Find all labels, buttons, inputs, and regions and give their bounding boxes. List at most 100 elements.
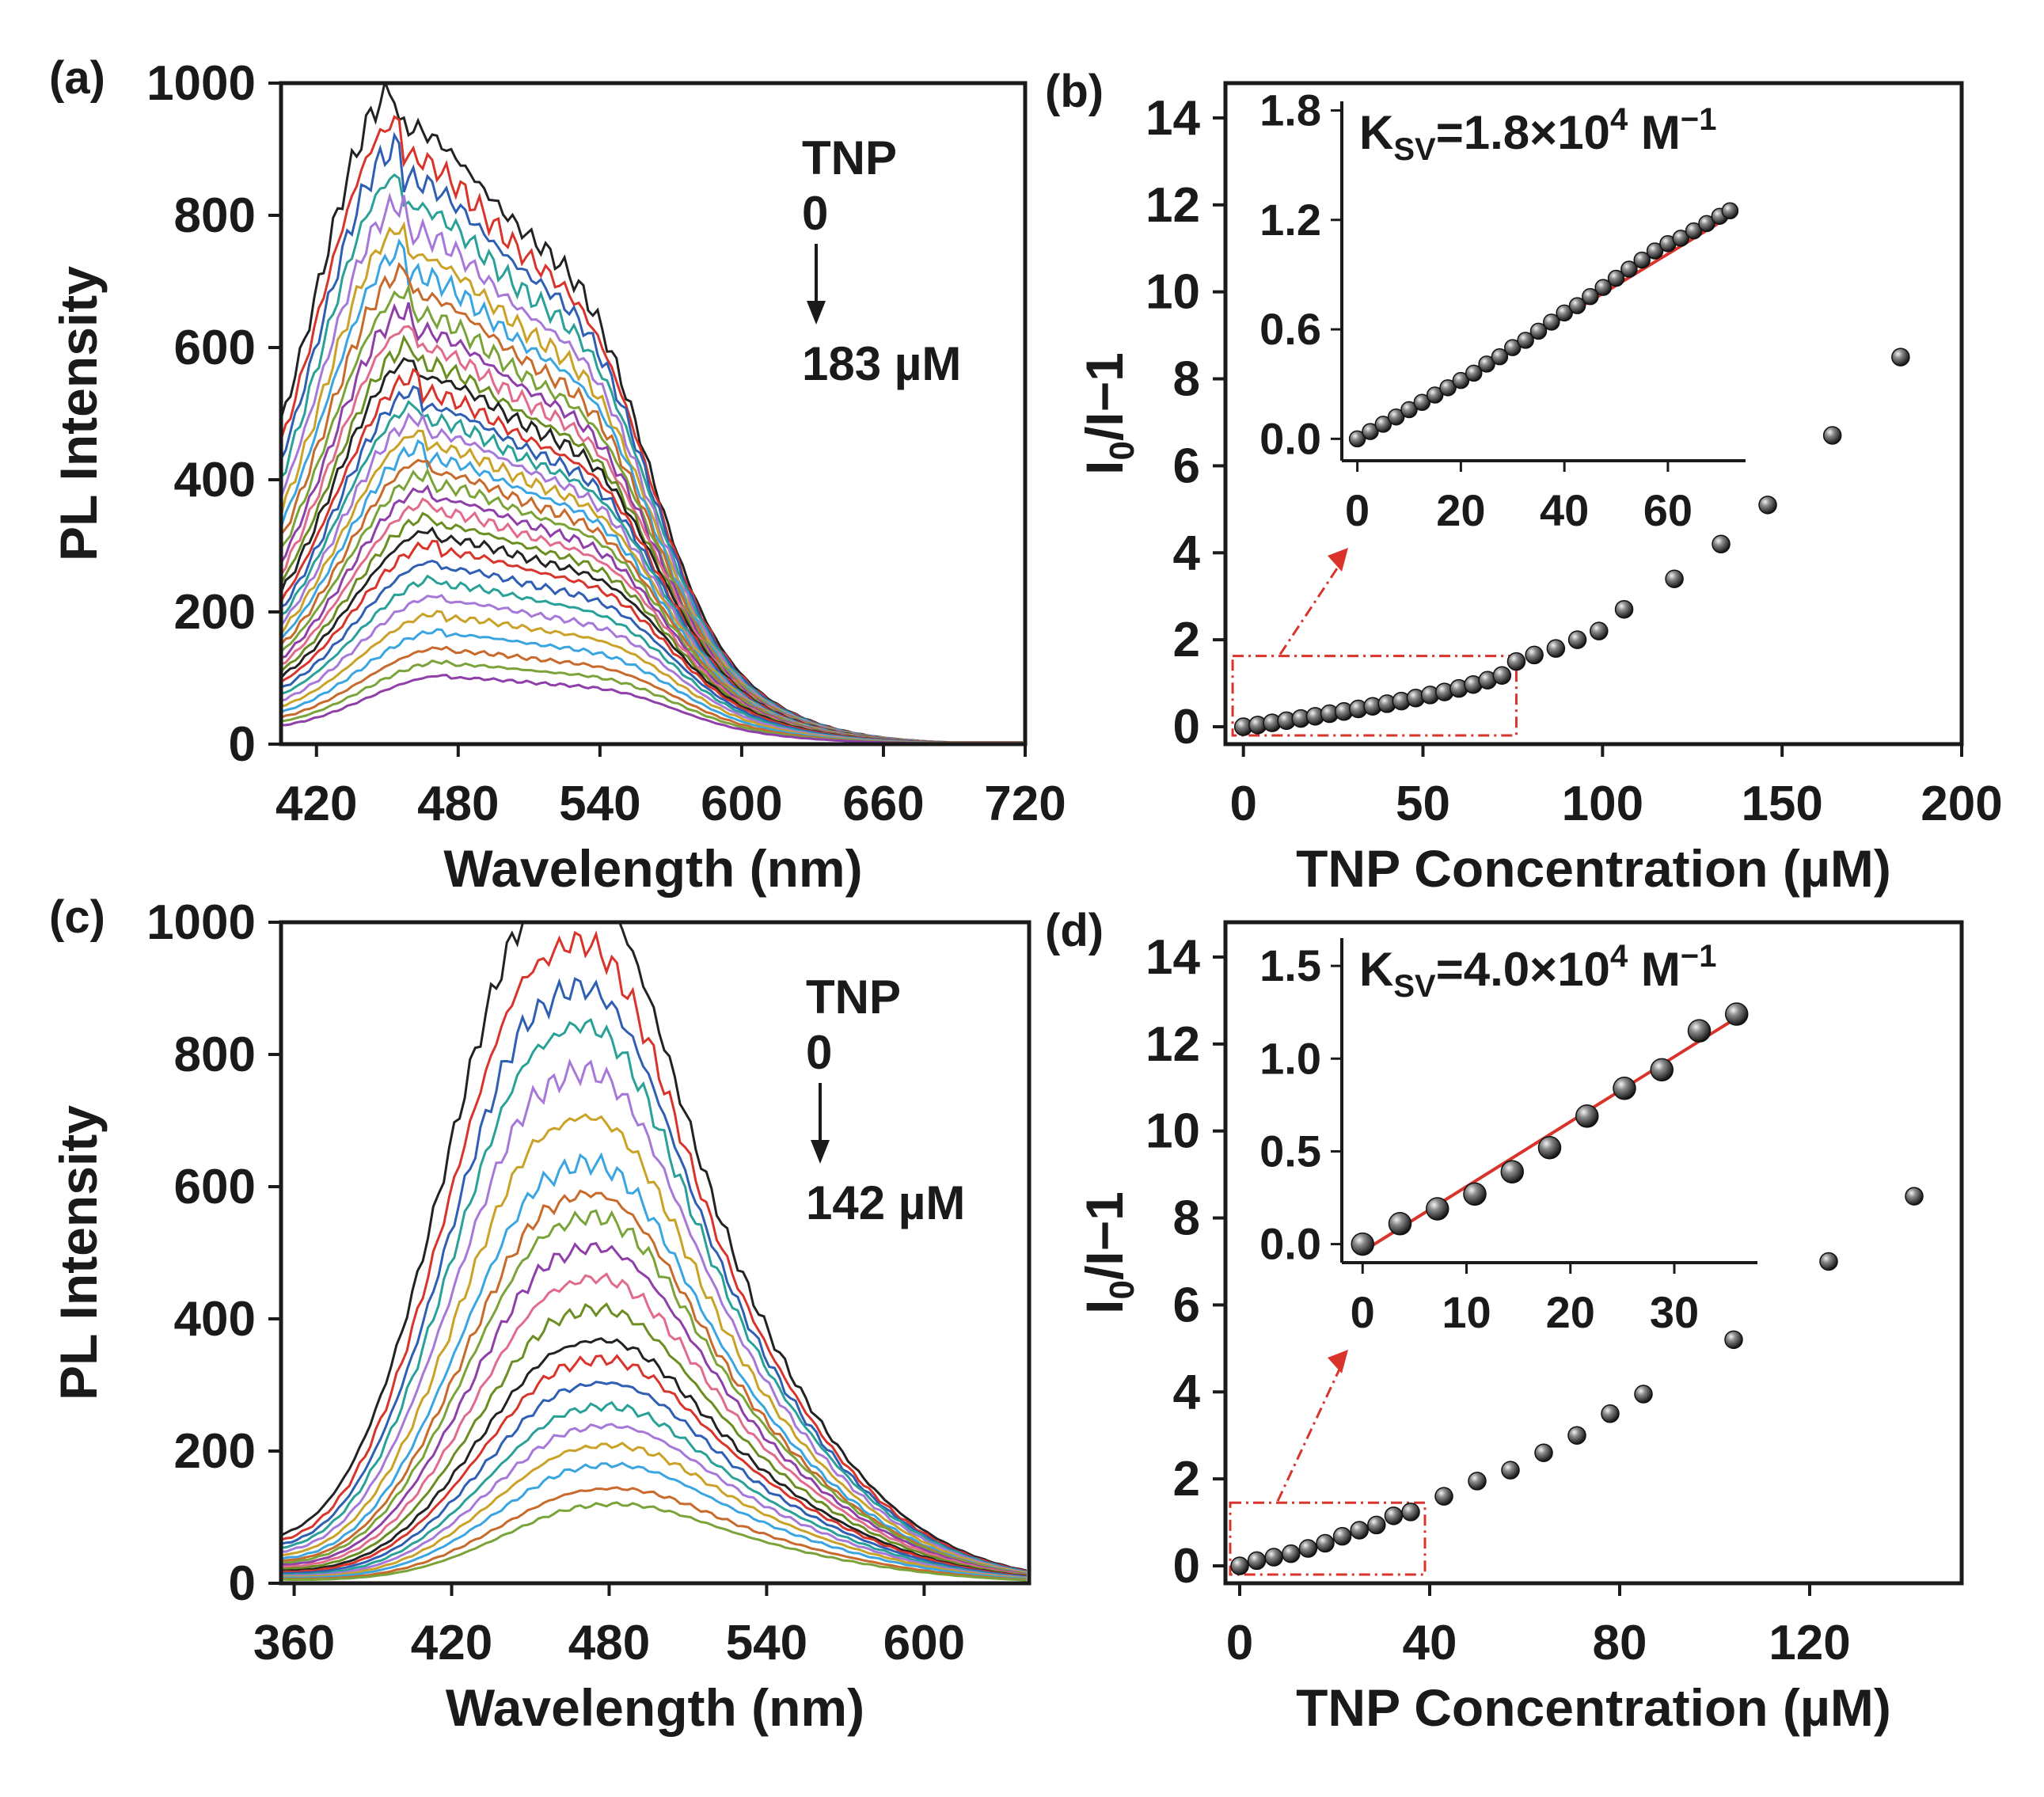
- inset-data-point: [1374, 416, 1392, 433]
- inset-data-point: [1568, 297, 1586, 314]
- series-line-18: [281, 1461, 1027, 1580]
- data-point: [1298, 1539, 1318, 1558]
- panel-b-ytick-label: 10: [1145, 265, 1200, 320]
- data-point: [1601, 1404, 1620, 1423]
- data-point: [1350, 1521, 1369, 1540]
- inset-fit-line: [1362, 1016, 1738, 1253]
- inset-ytick-label: 0.0: [1259, 413, 1321, 463]
- y-axis-title: I0/I−1: [1075, 352, 1142, 475]
- series-line-9: [281, 1241, 1027, 1576]
- y-axis-title: PL Intensity: [49, 266, 108, 561]
- data-point: [1665, 569, 1684, 588]
- panel-c-xtick-label: 420: [411, 1616, 492, 1670]
- panel-b-xtick-label: 200: [1921, 777, 2002, 831]
- data-point: [1534, 1443, 1553, 1462]
- series-line-12: [281, 1337, 1027, 1578]
- data-point: [1501, 1461, 1520, 1480]
- data-point: [1332, 1526, 1352, 1546]
- panel-a-frame: [279, 81, 1028, 747]
- panel-d-ytick-label: 14: [1145, 930, 1200, 985]
- annotation-title: TNP: [806, 971, 901, 1024]
- ksv-exp: 4: [1610, 939, 1628, 974]
- y-title-sub: 0: [1103, 441, 1142, 460]
- data-point: [1614, 599, 1634, 619]
- panel-b-ytick-label: 4: [1173, 526, 1201, 580]
- inset-data-point: [1478, 355, 1495, 373]
- panel-b-ytick-label: 6: [1173, 439, 1200, 493]
- series-line-19: [281, 1486, 1027, 1581]
- inset-data-point: [1517, 332, 1534, 349]
- series-line-2: [281, 131, 1023, 744]
- panel-d-xtick-label: 80: [1593, 1616, 1647, 1670]
- panel-a-xtick-label: 480: [417, 777, 499, 831]
- inset-data-point: [1413, 393, 1431, 412]
- inset-ytick-label: 1.2: [1259, 195, 1321, 245]
- data-point: [1634, 1385, 1653, 1404]
- inset-data-point: [1556, 304, 1573, 322]
- panel-d-xtick-label: 120: [1769, 1616, 1850, 1670]
- series-line-4: [281, 1058, 1027, 1574]
- zoom-arrow: [1278, 558, 1345, 655]
- panel-b-xtick-label: 50: [1396, 777, 1450, 831]
- ksv-unit: M: [1628, 106, 1681, 159]
- panel-a-ytick-label: 200: [174, 585, 256, 640]
- panel-c-spectra-chart: 360 420 480 540 600 0 200 400 600 800 1000 Waveleng…: [49, 895, 1031, 1737]
- inset-data-point: [1388, 1212, 1412, 1236]
- inset-data-point: [1537, 1135, 1562, 1160]
- panel-d-frame: [1223, 920, 1964, 1586]
- panel-d-xtick-label: 0: [1226, 1616, 1253, 1670]
- data-point: [1724, 1330, 1743, 1350]
- inset-data-point: [1725, 1002, 1749, 1026]
- inset-data-point: [1426, 1197, 1449, 1221]
- y-title-part: I: [1075, 1300, 1134, 1314]
- y-title-sub: 0: [1103, 1280, 1142, 1299]
- panel-a-ytick-label: 1000: [146, 56, 256, 111]
- data-point: [1590, 621, 1609, 640]
- panel-a-xtick-label: 420: [275, 777, 357, 831]
- series-line-31: [281, 645, 1023, 744]
- zoom-region-box: [1229, 1501, 1427, 1576]
- panel-label: (b): [1045, 66, 1104, 117]
- panel-a-xtick-label: 540: [559, 777, 640, 831]
- inset-data-point: [1698, 215, 1715, 233]
- inset-xtick-label: 0: [1345, 485, 1370, 535]
- series-line-11: [281, 334, 1023, 744]
- series-line-1: [281, 930, 1028, 1573]
- panel-c-ytick-label: 200: [174, 1424, 256, 1479]
- panel-a-xtick-label: 600: [701, 777, 782, 831]
- inset-data-point: [1351, 1232, 1374, 1256]
- series-line-11: [281, 1302, 1027, 1577]
- panel-b-xtick-label: 150: [1741, 777, 1822, 831]
- inset-data-point: [1452, 371, 1470, 389]
- series-line-3: [281, 1017, 1027, 1574]
- inset-data-point: [1387, 408, 1405, 426]
- inset-data-point: [1650, 1058, 1674, 1082]
- ksv-unit: M: [1628, 943, 1681, 996]
- data-point: [1525, 645, 1544, 665]
- series-line-13: [281, 1354, 1027, 1578]
- data-point: [1230, 1556, 1249, 1575]
- inset-bg: [1342, 938, 1757, 1263]
- data-point: [1905, 1187, 1924, 1206]
- panel-c-ytick-label: 800: [174, 1028, 256, 1082]
- panel-b-ytick-label: 12: [1145, 178, 1200, 233]
- ksv-k: K: [1359, 943, 1393, 996]
- inset-data-point: [1529, 322, 1548, 340]
- ksv-value: =4.0×10: [1436, 943, 1610, 996]
- panel-d-ytick-label: 2: [1173, 1452, 1200, 1506]
- panel-a-ytick-label: 800: [174, 188, 256, 243]
- data-point: [1468, 1472, 1487, 1491]
- panel-label: (a): [49, 52, 105, 104]
- panel-d-ytick-label: 0: [1173, 1539, 1200, 1594]
- x-axis-title: TNP Concentration (µM): [1296, 1678, 1891, 1737]
- panel-b-xtick-label: 100: [1562, 777, 1643, 831]
- panel-b-ytick-label: 8: [1173, 352, 1200, 407]
- panel-c-ytick-label: 600: [174, 1160, 256, 1214]
- data-point: [1316, 1533, 1335, 1553]
- y-axis-title: PL Intensity: [49, 1105, 108, 1400]
- inset-data-point: [1348, 430, 1366, 448]
- series-group: [281, 83, 1023, 744]
- panel-b-ytick-label: 0: [1173, 700, 1200, 754]
- annotation-arrow-head: [807, 301, 826, 325]
